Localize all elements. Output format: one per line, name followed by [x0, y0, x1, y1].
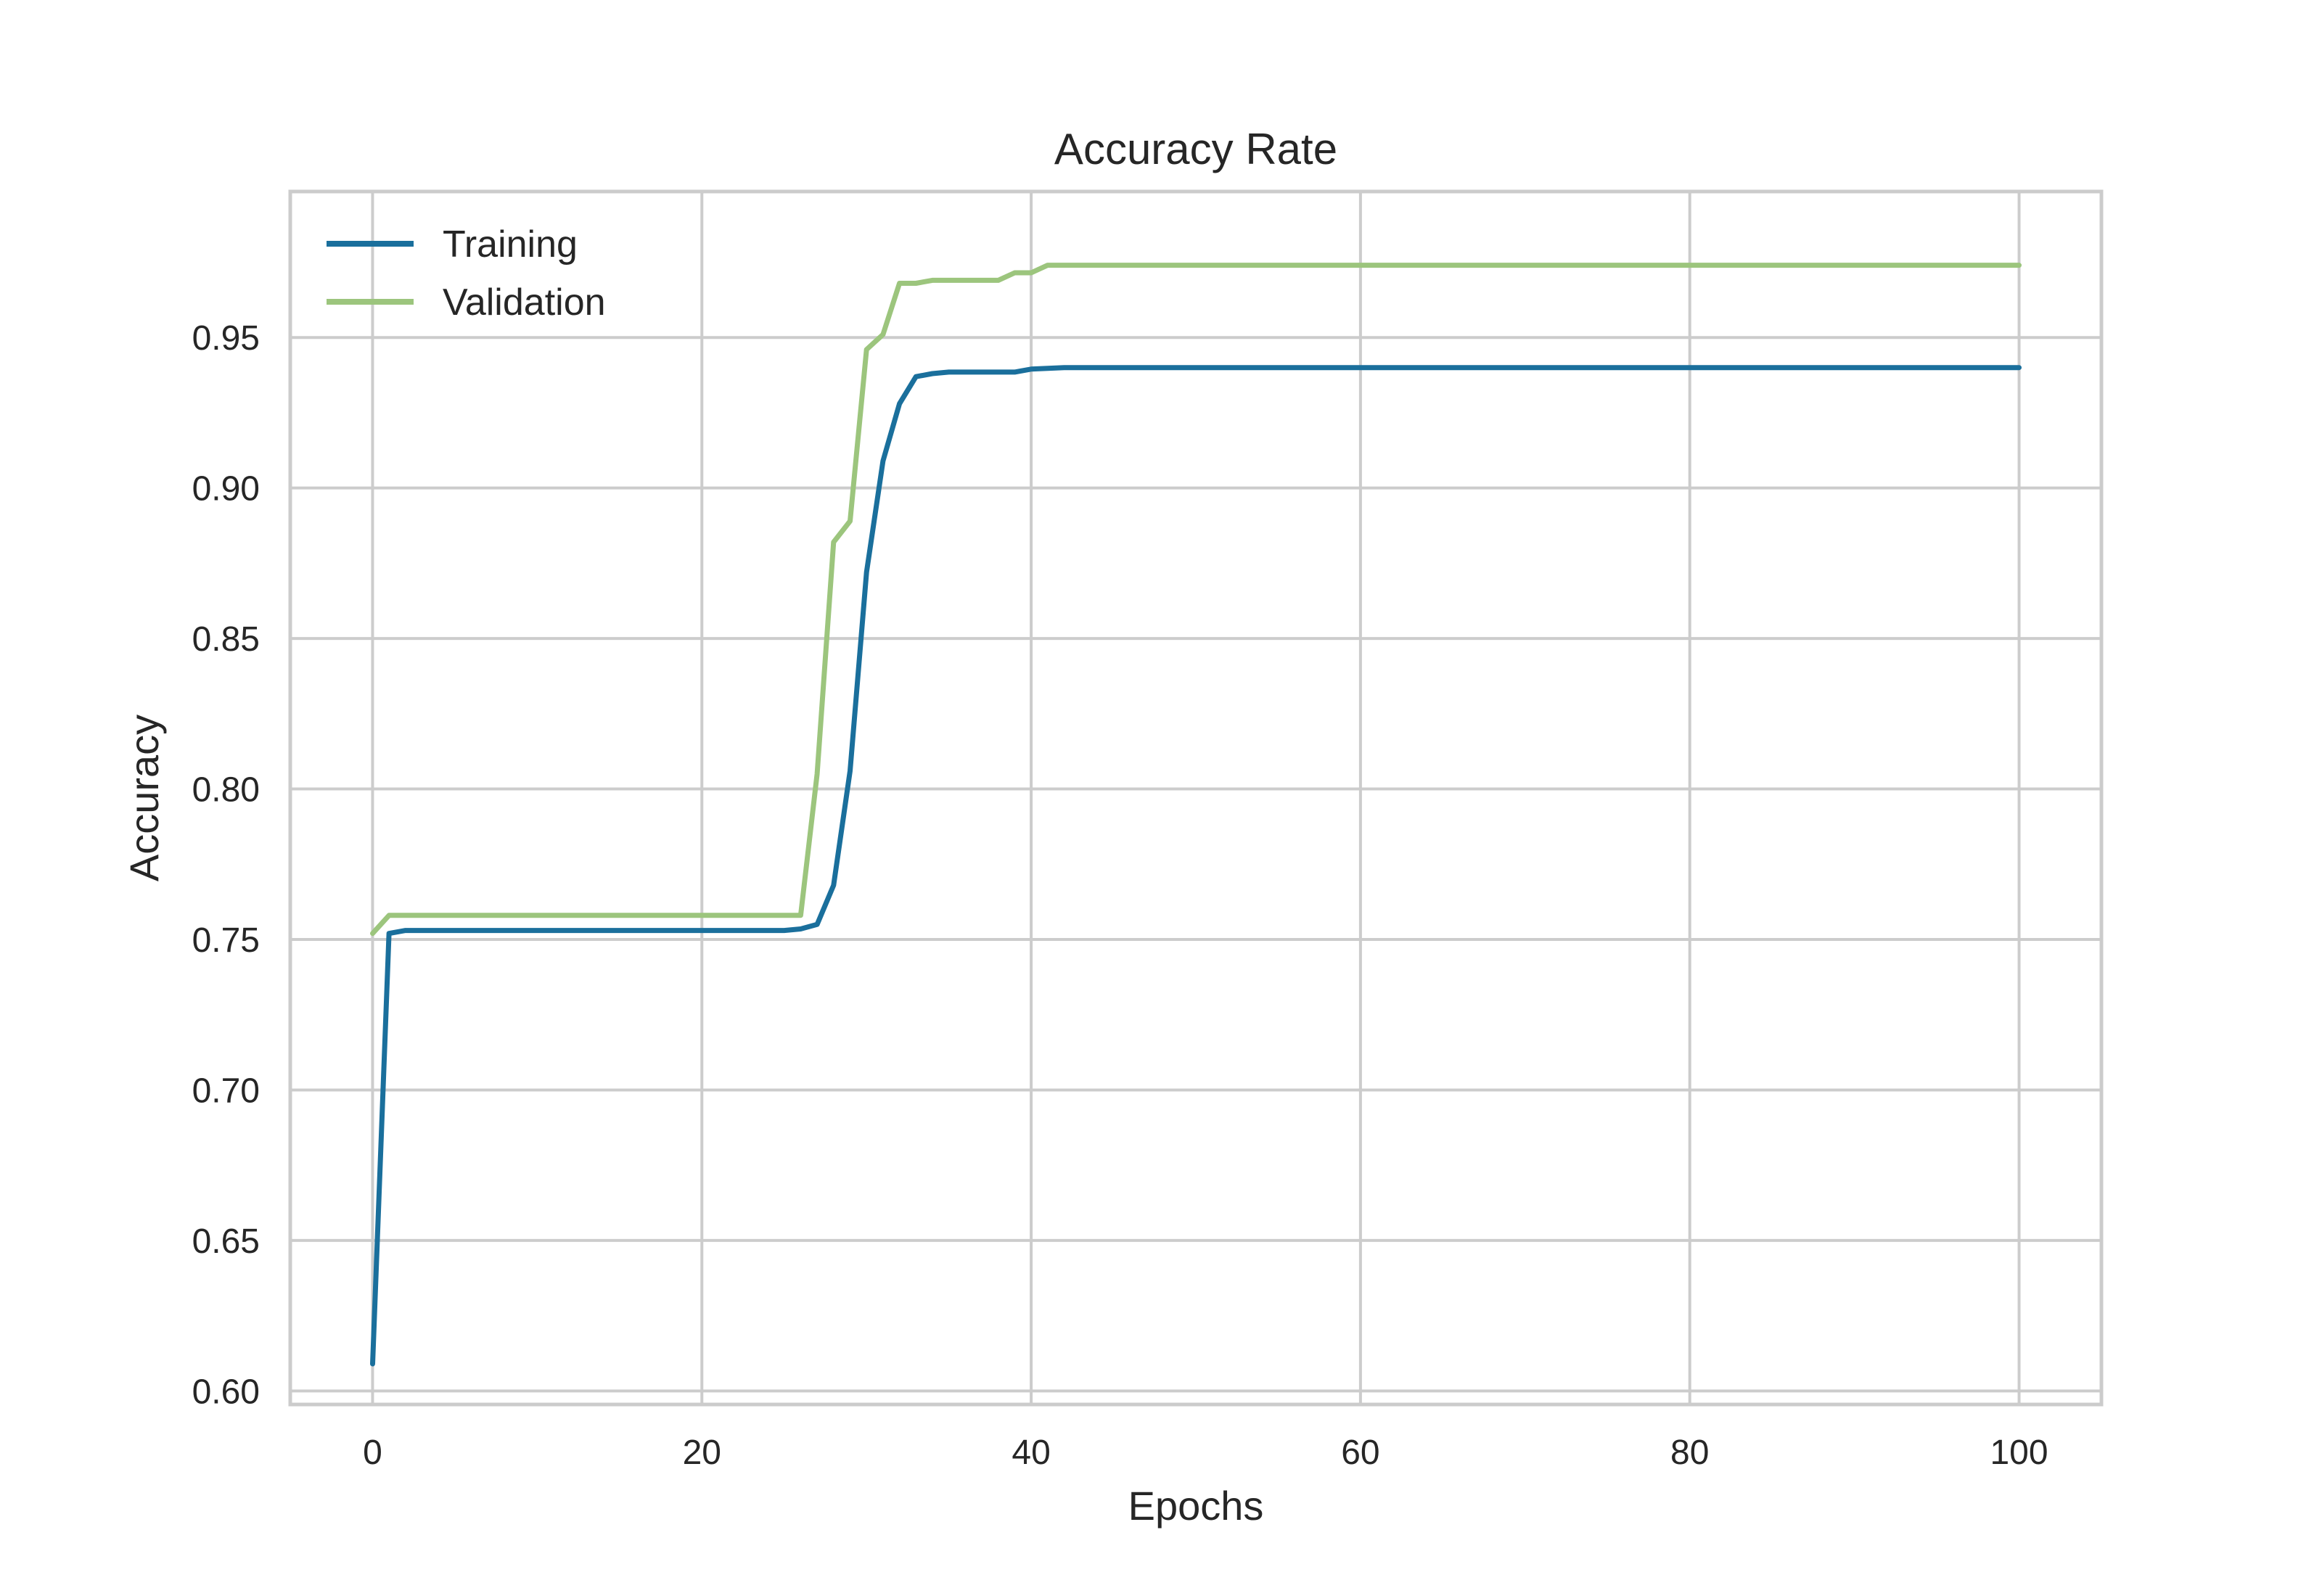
legend: Training Validation [327, 223, 606, 324]
x-tick-label: 60 [1341, 1433, 1379, 1472]
series-line-validation [370, 263, 2022, 937]
series-lines [370, 263, 2022, 1367]
y-tick-label: 0.75 [192, 921, 260, 960]
x-tick-label: 20 [683, 1433, 721, 1472]
y-tick-label: 0.70 [192, 1071, 260, 1110]
legend-label-validation: Validation [443, 281, 606, 324]
y-tick-label: 0.90 [192, 470, 260, 509]
tick-labels: 0 20 40 60 80 100 0.60 0.65 0.70 0.75 0.80 0.85 0.90… [192, 319, 2048, 1472]
plot-frame [288, 189, 2104, 1407]
y-tick-label: 0.60 [192, 1373, 260, 1411]
gridlines [290, 192, 2101, 1404]
y-axis-label: Accuracy [121, 715, 167, 881]
x-tick-label: 100 [1990, 1433, 2048, 1472]
x-tick-label: 40 [1012, 1433, 1050, 1472]
x-axis-label: Epochs [1128, 1483, 1264, 1529]
y-tick-label: 0.95 [192, 319, 260, 358]
y-tick-label: 0.80 [192, 771, 260, 810]
y-tick-label: 0.65 [192, 1222, 260, 1261]
x-tick-label: 80 [1670, 1433, 1709, 1472]
y-tick-label: 0.85 [192, 620, 260, 659]
legend-label-training: Training [443, 223, 578, 266]
chart-title: Accuracy Rate [1054, 125, 1337, 173]
x-tick-label: 0 [363, 1433, 382, 1472]
series-line-training [370, 365, 2022, 1367]
